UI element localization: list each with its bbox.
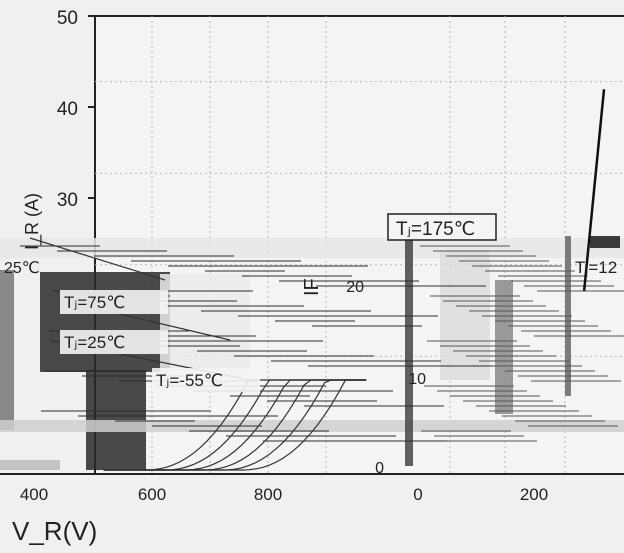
annotation-box [387, 213, 497, 241]
y-tick-label: 40 [57, 99, 78, 120]
legend-label: Tⱼ=25℃ [64, 333, 125, 352]
artifact-band [160, 274, 250, 374]
y-axis-title: I_R (A) [22, 193, 43, 250]
x-tick-label: 400 [20, 485, 48, 504]
artifact-band [495, 280, 513, 414]
y-tick-label: 10 [408, 371, 426, 388]
artifact-band [590, 236, 620, 248]
legend-bg [60, 330, 168, 354]
y-tick-label: 50 [57, 8, 78, 29]
x-tick-label: 800 [254, 485, 282, 504]
artifact-band [0, 420, 624, 432]
legend: Tⱼ=75℃ Tⱼ=25℃ Tⱼ=-55℃ [60, 290, 260, 392]
image-artifacts [0, 236, 624, 470]
y-axis-fragment: IF [301, 278, 323, 296]
artifact-band [0, 460, 60, 470]
legend-label: Tⱼ=75℃ [64, 293, 125, 312]
artifact-band [440, 250, 490, 380]
annotation-label: Tⱼ=12 [575, 258, 617, 277]
y-tick-label: 20 [346, 279, 364, 296]
annotation-label: 25℃ [4, 260, 40, 277]
x-tick-label: 0 [413, 485, 422, 504]
x-tick-label: 600 [138, 485, 166, 504]
annotation-label: Tⱼ=175℃ [396, 219, 475, 240]
artifact-band [405, 236, 413, 466]
y-axis-ticks [88, 15, 95, 199]
artifact-band [0, 270, 14, 430]
legend-bg [152, 368, 260, 392]
legend-bg [60, 290, 168, 314]
y-tick-label: 0 [375, 460, 384, 477]
y-tick-label: 30 [57, 190, 78, 211]
series-line-secondary [103, 379, 367, 471]
x-axis-title: V_R(V) [12, 516, 97, 546]
artifact-band [40, 272, 170, 372]
artifact-band [0, 238, 624, 258]
legend-label: Tⱼ=-55℃ [156, 371, 223, 390]
leader-line [29, 237, 166, 281]
x-tick-label: 200 [520, 485, 548, 504]
series-line-main [582, 89, 606, 291]
